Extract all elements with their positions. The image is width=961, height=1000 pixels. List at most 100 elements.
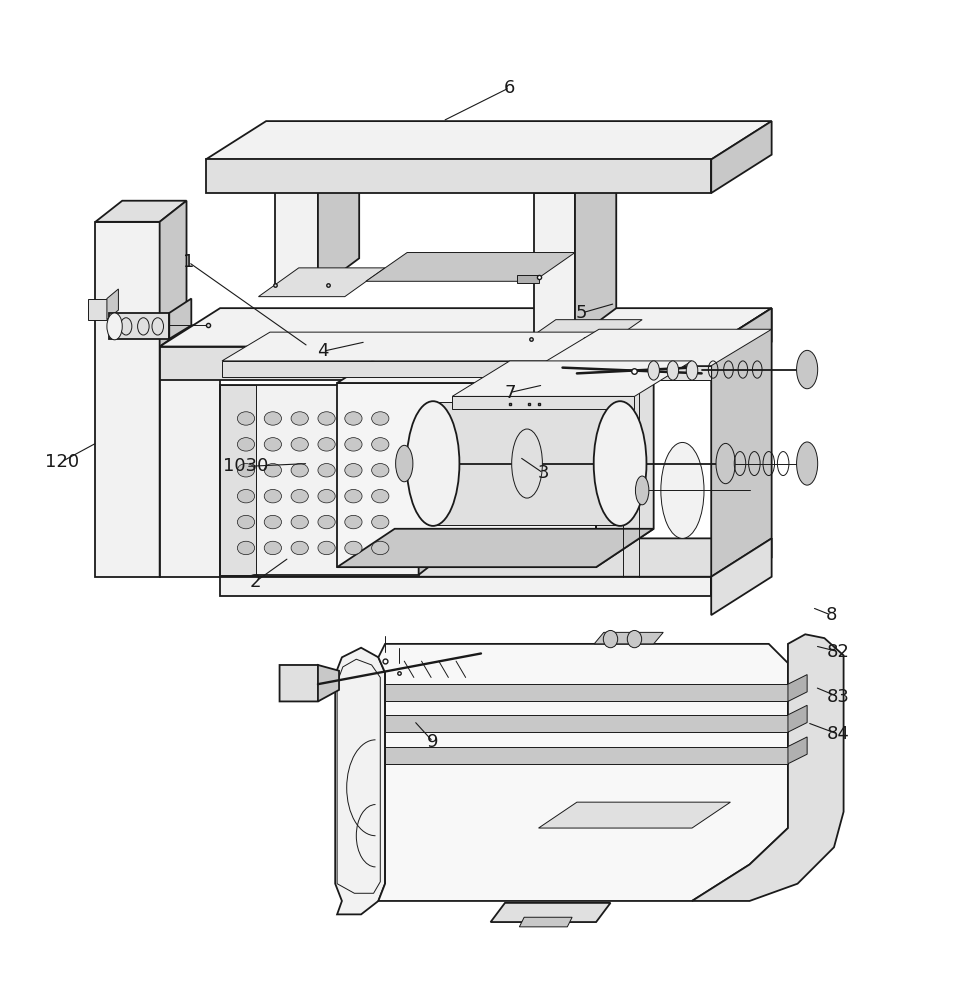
Ellipse shape [107,313,122,340]
Ellipse shape [371,541,388,555]
Ellipse shape [344,489,361,503]
Polygon shape [575,162,616,339]
Polygon shape [710,121,771,193]
Polygon shape [384,747,787,764]
Polygon shape [109,313,169,339]
Polygon shape [336,347,653,383]
Ellipse shape [371,438,388,451]
Polygon shape [538,802,729,828]
Text: 9: 9 [427,733,438,751]
Ellipse shape [715,443,734,484]
Ellipse shape [796,350,817,389]
Polygon shape [596,347,653,567]
Polygon shape [160,201,186,577]
Ellipse shape [237,515,255,529]
Polygon shape [160,308,771,347]
Polygon shape [317,129,358,289]
Ellipse shape [344,412,361,425]
Text: 83: 83 [825,688,849,706]
Polygon shape [206,159,710,193]
Polygon shape [160,347,220,577]
Ellipse shape [237,541,255,555]
Polygon shape [275,159,317,289]
Polygon shape [206,121,771,159]
Polygon shape [259,268,384,297]
Polygon shape [691,634,843,901]
Ellipse shape [627,630,641,648]
Ellipse shape [291,438,308,451]
Polygon shape [107,289,118,320]
Ellipse shape [317,515,334,529]
Polygon shape [384,715,787,732]
Ellipse shape [291,515,308,529]
Ellipse shape [264,464,282,477]
Polygon shape [220,538,771,577]
Ellipse shape [317,412,334,425]
Polygon shape [95,222,160,577]
Polygon shape [710,538,771,615]
Ellipse shape [635,476,648,505]
Ellipse shape [660,442,703,538]
Ellipse shape [237,438,255,451]
Ellipse shape [685,361,697,380]
Polygon shape [787,675,806,701]
Ellipse shape [603,630,617,648]
Polygon shape [710,308,771,577]
Text: 7: 7 [504,384,515,402]
Ellipse shape [264,489,282,503]
Ellipse shape [317,464,334,477]
Polygon shape [452,361,691,396]
Polygon shape [432,402,620,525]
Ellipse shape [371,464,388,477]
Ellipse shape [666,361,678,380]
Polygon shape [95,201,186,222]
Polygon shape [710,538,771,596]
Ellipse shape [796,442,817,485]
Text: 4: 4 [316,342,328,360]
Ellipse shape [647,361,658,380]
Polygon shape [160,325,251,347]
Polygon shape [365,253,575,281]
Polygon shape [222,361,586,377]
Ellipse shape [317,541,334,555]
Ellipse shape [344,515,361,529]
Ellipse shape [264,515,282,529]
Polygon shape [275,129,358,159]
Text: 5: 5 [576,304,587,322]
Ellipse shape [291,464,308,477]
Polygon shape [514,320,642,348]
Ellipse shape [593,401,646,526]
Polygon shape [384,684,787,701]
Ellipse shape [264,412,282,425]
Polygon shape [538,366,710,380]
Text: 2: 2 [250,573,261,591]
Ellipse shape [237,412,255,425]
Ellipse shape [317,489,334,503]
Ellipse shape [344,438,361,451]
Polygon shape [418,358,450,575]
Polygon shape [220,577,710,596]
Ellipse shape [237,464,255,477]
Text: 3: 3 [537,464,549,482]
Text: 1030: 1030 [223,457,268,475]
Text: 6: 6 [504,79,515,97]
Polygon shape [336,383,596,567]
Polygon shape [378,644,787,901]
Polygon shape [538,329,771,366]
Polygon shape [787,705,806,732]
Polygon shape [533,162,616,193]
Text: 1: 1 [183,253,194,271]
Text: 8: 8 [825,606,836,624]
Ellipse shape [264,438,282,451]
Polygon shape [87,299,107,320]
Polygon shape [169,299,191,339]
Polygon shape [710,308,771,380]
Polygon shape [594,632,662,644]
Ellipse shape [344,464,361,477]
Polygon shape [280,665,327,701]
Text: 120: 120 [45,453,79,471]
Polygon shape [787,737,806,764]
Ellipse shape [344,541,361,555]
Polygon shape [334,648,384,914]
Text: 82: 82 [825,643,849,661]
